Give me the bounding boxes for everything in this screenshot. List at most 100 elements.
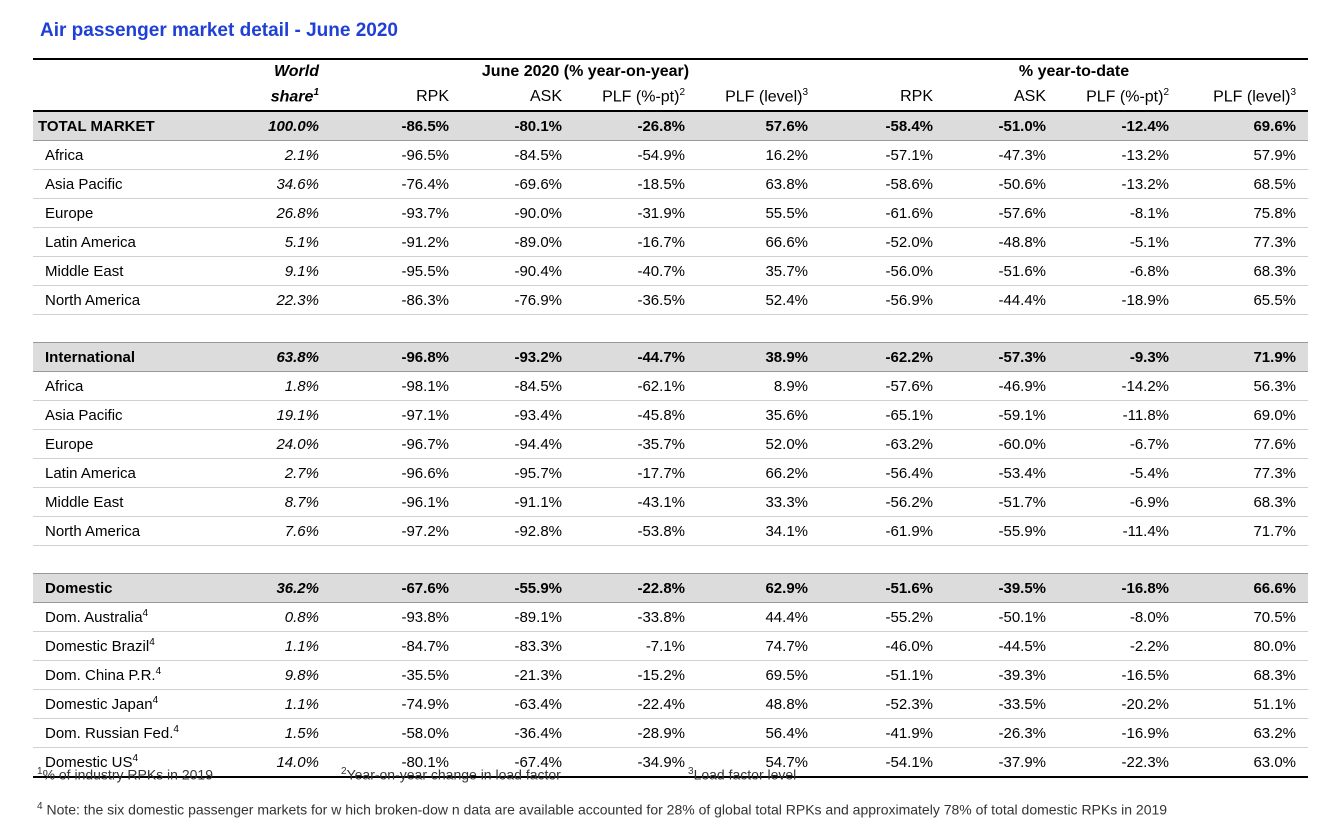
world-share-cell: 26.8% — [248, 198, 331, 228]
header-row-columns: share1 RPK ASK PLF (%-pt)2 PLF (level)3 … — [33, 84, 1309, 112]
section-row-domestic: Domestic 36.2% -67.6% -55.9% -22.8% 62.9% -51.… — [33, 573, 1309, 603]
value-cell: -97.2% — [331, 516, 461, 546]
value-cell: -91.1% — [461, 487, 574, 517]
value-cell: -94.4% — [461, 429, 574, 459]
value-cell: 68.5% — [1181, 169, 1309, 199]
value-cell: -55.9% — [945, 516, 1059, 546]
value-cell: -12.4% — [1058, 110, 1182, 141]
section-row-international: International 63.8% -96.8% -93.2% -44.7% 38.9… — [33, 342, 1309, 372]
value-cell: -60.0% — [945, 429, 1059, 459]
table-row: Domestic US4 14.0% -80.1% -67.4% -34.9% 54.7%… — [33, 747, 1309, 778]
table-row: Domestic Brazil4 1.1% -84.7% -83.3% -7.1% 74.… — [33, 631, 1309, 661]
value-cell: -65.1% — [820, 400, 946, 430]
table-row: Africa 2.1% -96.5% -84.5% -54.9% 16.2% -57.1% -… — [33, 140, 1309, 170]
value-cell: -22.3% — [1058, 747, 1182, 778]
value-cell: -6.9% — [1058, 487, 1182, 517]
value-cell: -11.4% — [1058, 516, 1182, 546]
value-cell: -84.7% — [331, 631, 461, 661]
value-cell: 74.7% — [697, 631, 821, 661]
value-cell: -93.7% — [331, 198, 461, 228]
value-cell: -84.5% — [461, 371, 574, 401]
spacer-row — [33, 546, 1308, 574]
value-cell: -35.5% — [331, 660, 461, 690]
value-cell: 63.2% — [1181, 718, 1309, 748]
world-share-cell: 5.1% — [248, 227, 331, 257]
value-cell: 44.4% — [697, 602, 821, 632]
value-cell: -8.0% — [1058, 602, 1182, 632]
world-share-cell: 9.1% — [248, 256, 331, 286]
section-row-total-market: TOTAL MARKET 100.0% -86.5% -80.1% -26.8% 57.6… — [33, 110, 1309, 141]
world-share-cell: 1.1% — [248, 689, 331, 719]
header-ytd-ask: ASK — [945, 84, 1059, 112]
value-cell: -86.3% — [331, 285, 461, 315]
spacer-cell — [33, 315, 1308, 343]
value-cell: -33.5% — [945, 689, 1059, 719]
table-row: Domestic Japan4 1.1% -74.9% -63.4% -22.4% 48.… — [33, 689, 1309, 719]
world-share-cell: 8.7% — [248, 487, 331, 517]
row-label: Latin America — [33, 227, 248, 257]
value-cell: -96.8% — [331, 342, 461, 372]
value-cell: -56.4% — [820, 458, 946, 488]
value-cell: 35.7% — [697, 256, 821, 286]
value-cell: 63.0% — [1181, 747, 1309, 778]
value-cell: -44.4% — [945, 285, 1059, 315]
value-cell: -50.1% — [945, 602, 1059, 632]
table-row: Africa 1.8% -98.1% -84.5% -62.1% 8.9% -57.6% -4… — [33, 371, 1309, 401]
value-cell: 70.5% — [1181, 602, 1309, 632]
header-plf-level: PLF (level)3 — [697, 84, 821, 112]
value-cell: 71.9% — [1181, 342, 1309, 372]
world-share-cell: 24.0% — [248, 429, 331, 459]
value-cell: -45.8% — [574, 400, 697, 430]
value-cell: -92.8% — [461, 516, 574, 546]
value-cell: -51.1% — [820, 660, 946, 690]
value-cell: -2.2% — [1058, 631, 1182, 661]
value-cell: -53.8% — [574, 516, 697, 546]
value-cell: -18.5% — [574, 169, 697, 199]
value-cell: -21.3% — [461, 660, 574, 690]
value-cell: -76.9% — [461, 285, 574, 315]
header-year-to-date: % year-to-date — [820, 58, 1309, 84]
value-cell: 63.8% — [697, 169, 821, 199]
value-cell: -13.2% — [1058, 169, 1182, 199]
value-cell: -89.0% — [461, 227, 574, 257]
value-cell: -93.4% — [461, 400, 574, 430]
value-cell: -51.6% — [945, 256, 1059, 286]
header-ask: ASK — [461, 84, 574, 112]
value-cell: -93.2% — [461, 342, 574, 372]
row-label: Domestic Brazil4 — [33, 631, 248, 661]
value-cell: -83.3% — [461, 631, 574, 661]
value-cell: -57.3% — [945, 342, 1059, 372]
value-cell: 68.3% — [1181, 487, 1309, 517]
table-body: TOTAL MARKET 100.0% -86.5% -80.1% -26.8% 57.6… — [33, 110, 1309, 778]
value-cell: -52.0% — [820, 227, 946, 257]
value-cell: -63.2% — [820, 429, 946, 459]
table-row: Dom. Russian Fed.4 1.5% -58.0% -36.4% -28.9%… — [33, 718, 1309, 748]
row-label: Domestic — [33, 573, 248, 603]
header-ytd-rpk: RPK — [820, 84, 946, 112]
value-cell: -34.9% — [574, 747, 697, 778]
table-row: North America 22.3% -86.3% -76.9% -36.5% 52.4… — [33, 285, 1309, 315]
spacer-cell — [33, 546, 1308, 574]
value-cell: -7.1% — [574, 631, 697, 661]
value-cell: -8.1% — [1058, 198, 1182, 228]
value-cell: 68.3% — [1181, 660, 1309, 690]
value-cell: -26.8% — [574, 110, 697, 141]
value-cell: -93.8% — [331, 602, 461, 632]
value-cell: -90.4% — [461, 256, 574, 286]
value-cell: -46.9% — [945, 371, 1059, 401]
value-cell: 71.7% — [1181, 516, 1309, 546]
world-share-cell: 1.1% — [248, 631, 331, 661]
value-cell: -37.9% — [945, 747, 1059, 778]
value-cell: -57.6% — [945, 198, 1059, 228]
value-cell: -6.7% — [1058, 429, 1182, 459]
value-cell: -96.7% — [331, 429, 461, 459]
value-cell: -59.1% — [945, 400, 1059, 430]
header-row-groups: World June 2020 (% year-on-year) % year-… — [33, 58, 1309, 84]
value-cell: -56.9% — [820, 285, 946, 315]
value-cell: -74.9% — [331, 689, 461, 719]
header-blank-2 — [33, 84, 248, 112]
header-june-2020: June 2020 (% year-on-year) — [331, 58, 821, 84]
table-row: Dom. Australia4 0.8% -93.8% -89.1% -33.8% 44.… — [33, 602, 1309, 632]
world-share-cell: 2.1% — [248, 140, 331, 170]
header-ytd-plf-level: PLF (level)3 — [1181, 84, 1309, 112]
